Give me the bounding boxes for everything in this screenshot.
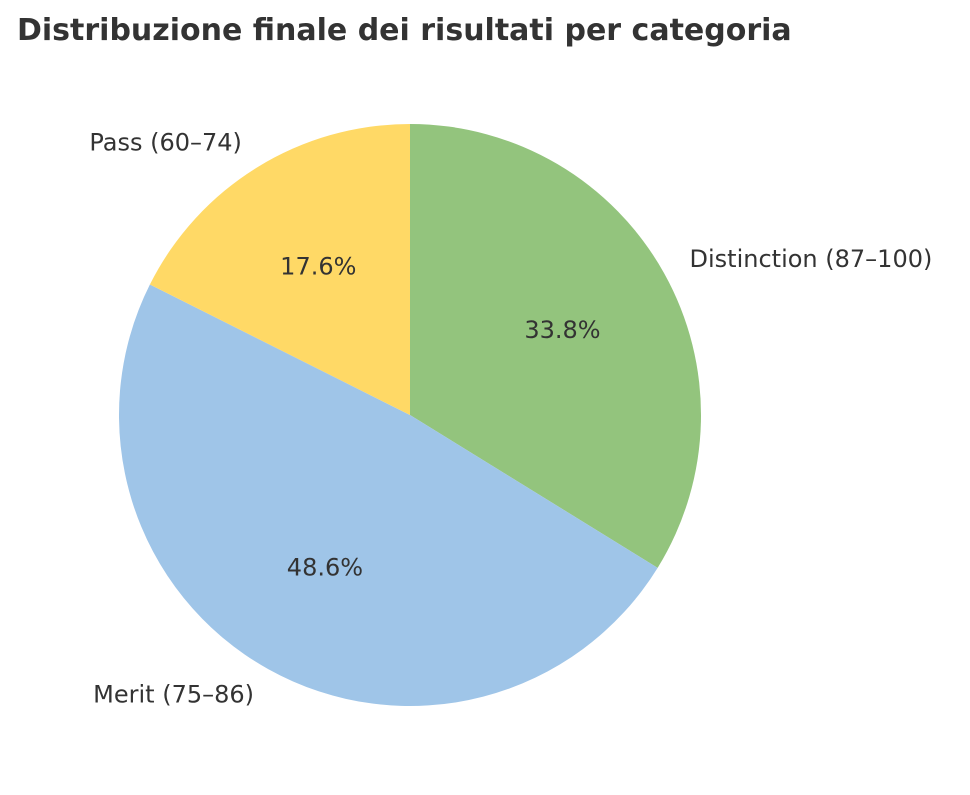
- pct-label-2: 17.6%: [280, 252, 356, 280]
- chart-title: Distribuzione finale dei risultati per c…: [17, 13, 792, 48]
- pie-slice-1: [118, 284, 658, 707]
- pct-label-1: 48.6%: [287, 553, 363, 581]
- pie-slices: [118, 124, 701, 707]
- pie-slice-0: [410, 124, 701, 568]
- pie-labels: 33.8% Distinction (87–100) 48.6% Merit (75–…: [89, 129, 932, 709]
- category-label-0: Distinction (87–100): [690, 245, 933, 273]
- category-label-1: Merit (75–86): [93, 681, 254, 709]
- category-label-2: Pass (60–74): [89, 129, 242, 157]
- pie-slice-2: [149, 124, 410, 415]
- pct-label-0: 33.8%: [524, 316, 600, 344]
